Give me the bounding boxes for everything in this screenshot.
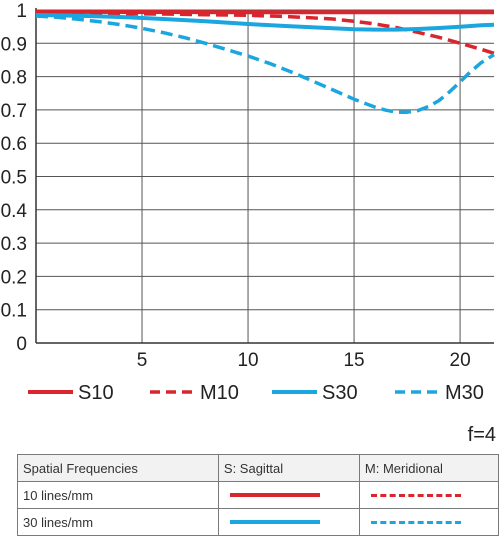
x-tick-label: 5 <box>137 350 148 371</box>
y-tick-label: 0.4 <box>1 201 28 222</box>
meridional-30-swatch <box>370 520 461 524</box>
legend-label-m10: M10 <box>200 382 239 404</box>
grid-lines <box>36 9 494 344</box>
legend-label-s30: S30 <box>322 382 358 404</box>
series-line-s10 <box>35 9 494 15</box>
meridional-30-swatch-cell <box>358 508 500 536</box>
y-tick-label: 1 <box>16 1 27 22</box>
key-table-row: 30 lines/mm <box>17 508 500 536</box>
y-tick-label: 0.5 <box>1 168 27 189</box>
row-label-30: 30 lines/mm <box>17 508 219 536</box>
y-tick-label: 0.2 <box>1 267 27 288</box>
tick-labels: 00.10.20.30.40.50.60.70.80.915 10 15 20 <box>1 1 471 371</box>
sagittal-30-swatch-cell <box>217 508 360 536</box>
key-table-row: 10 lines/mm <box>17 481 500 509</box>
header-meridional: M: Meridional <box>358 454 500 482</box>
legend: S10 M10 S30 M30 <box>28 382 484 404</box>
y-tick-label: 0.8 <box>1 68 27 89</box>
x-tick-label: 15 <box>343 350 364 371</box>
header-spatial-frequencies: Spatial Frequencies <box>17 454 219 482</box>
y-tick-label: 0.9 <box>1 34 27 55</box>
aperture-label: f=4 <box>467 424 496 446</box>
header-sagittal: S: Sagittal <box>217 454 360 482</box>
x-tick-label: 20 <box>450 350 471 371</box>
legend-label-s10: S10 <box>78 382 114 404</box>
mtf-chart: 00.10.20.30.40.50.60.70.80.915 10 15 20 S10… <box>1 1 495 404</box>
y-tick-label: 0.3 <box>1 234 27 255</box>
sagittal-30-swatch <box>229 520 320 524</box>
row-label-10: 10 lines/mm <box>17 481 219 509</box>
y-tick-label: 0.6 <box>1 134 27 155</box>
sagittal-10-swatch-cell <box>217 481 360 509</box>
meridional-10-swatch-cell <box>358 481 500 509</box>
y-tick-label: 0 <box>16 334 27 355</box>
sagittal-10-swatch <box>229 493 320 497</box>
frequency-key-table: Spatial Frequencies S: Sagittal M: Merid… <box>17 454 500 536</box>
series-line-s30 <box>35 13 495 32</box>
key-table-header: Spatial Frequencies S: Sagittal M: Merid… <box>17 454 500 482</box>
legend-label-m30: M30 <box>445 382 484 404</box>
series-line-m10 <box>36 11 495 55</box>
y-tick-label: 0.7 <box>1 101 27 122</box>
x-tick-label: 10 <box>237 350 258 371</box>
axes <box>35 8 494 344</box>
series-lines <box>35 9 495 114</box>
y-tick-label: 0.1 <box>1 301 27 322</box>
meridional-10-swatch <box>370 493 461 497</box>
series-line-m30 <box>35 14 495 114</box>
